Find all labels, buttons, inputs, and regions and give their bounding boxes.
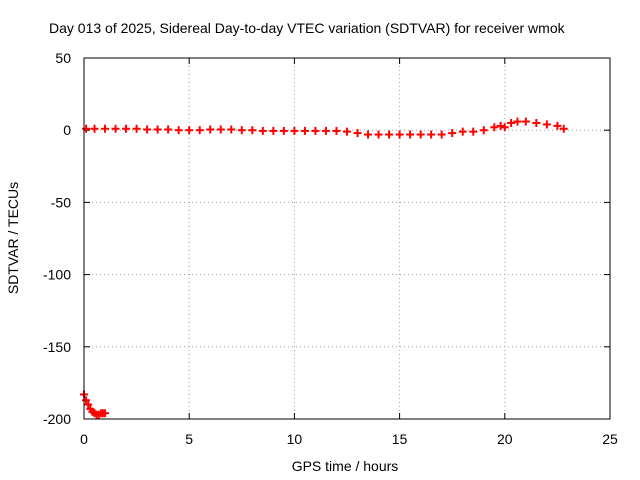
data-point [82, 124, 91, 133]
y-tick-label: 50 [55, 50, 71, 66]
data-point [448, 129, 457, 138]
x-tick-label: 20 [497, 431, 513, 447]
data-point [427, 130, 436, 139]
data-point [559, 124, 568, 133]
y-tick-label: -50 [51, 194, 71, 210]
data-point [521, 117, 530, 126]
data-point [101, 409, 110, 418]
data-point [479, 126, 488, 135]
data-point [406, 130, 415, 139]
data-point [364, 130, 373, 139]
data-point [496, 121, 505, 130]
grid [84, 58, 610, 419]
x-tick-label: 10 [287, 431, 303, 447]
data-point [553, 121, 562, 130]
x-axis-ticks: 0 5 10 15 20 25 [80, 58, 618, 447]
data-point [374, 130, 383, 139]
data-point [332, 126, 341, 135]
data-point [395, 130, 404, 139]
x-axis-label: GPS time / hours [292, 458, 399, 474]
data-point [490, 123, 499, 132]
data-point [321, 126, 330, 135]
data-point [500, 123, 509, 132]
y-tick-label: -200 [43, 411, 71, 427]
x-tick-label: 25 [602, 431, 618, 447]
y-axis-ticks: 50 0 -50 -100 -150 -200 [43, 50, 610, 427]
data-point [84, 400, 93, 409]
y-axis-label: SDTVAR / TECUs [5, 182, 21, 294]
data-point [542, 120, 551, 129]
data-point [227, 125, 236, 134]
data-point [174, 126, 183, 135]
data-point [513, 117, 522, 126]
data-point [185, 126, 194, 135]
data-point [90, 124, 99, 133]
data-point [532, 118, 541, 127]
data-point [311, 126, 320, 135]
x-tick-label: 0 [80, 431, 88, 447]
data-point [248, 126, 257, 135]
data-point [269, 126, 278, 135]
x-tick-label: 5 [185, 431, 193, 447]
data-points [80, 117, 568, 419]
y-tick-label: -100 [43, 267, 71, 283]
data-point [507, 118, 516, 127]
y-tick-label: -150 [43, 339, 71, 355]
data-point [290, 126, 299, 135]
data-point [132, 124, 141, 133]
data-point [343, 127, 351, 136]
x-tick-label: 15 [392, 431, 408, 447]
data-point [437, 130, 446, 139]
data-point [385, 130, 394, 139]
data-point [216, 125, 225, 134]
data-point [258, 126, 267, 135]
data-point [82, 396, 91, 405]
plot-frame [83, 57, 611, 420]
data-point [195, 126, 204, 135]
data-point [353, 129, 362, 138]
y-tick-label: 0 [63, 122, 71, 138]
data-point [279, 126, 288, 135]
data-point [122, 124, 131, 133]
data-point [111, 124, 120, 133]
data-point [101, 124, 110, 133]
data-point [300, 126, 309, 135]
data-point [458, 127, 467, 136]
data-point [416, 130, 425, 139]
data-point [469, 127, 478, 136]
data-point [206, 125, 215, 134]
data-point [143, 125, 152, 134]
data-point [153, 125, 162, 134]
data-point [237, 126, 246, 135]
chart-title: Day 013 of 2025, Sidereal Day-to-day VTE… [49, 20, 566, 36]
data-point [164, 125, 173, 134]
